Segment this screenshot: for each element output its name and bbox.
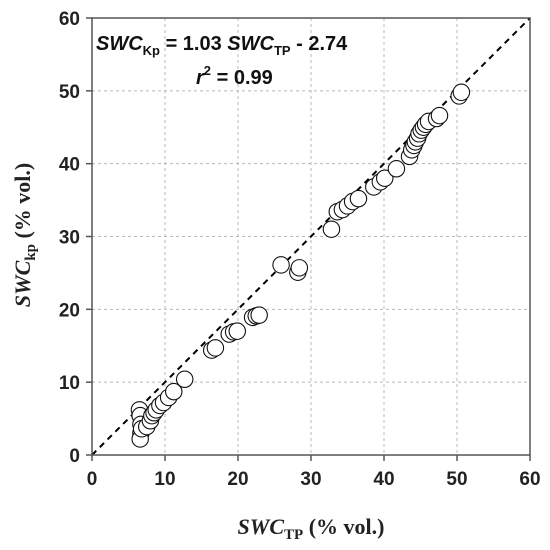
y-tick-label: 30 [59, 228, 80, 249]
data-point [349, 189, 368, 208]
y-axis-title: SWCkp (% vol.) [10, 163, 39, 307]
data-point [228, 322, 247, 340]
y-tick-label: 40 [59, 155, 80, 176]
data-point [250, 306, 268, 324]
data-points [130, 83, 471, 448]
data-point [322, 220, 341, 238]
x-tick-label: 60 [519, 469, 540, 490]
y-tick-label: 10 [59, 373, 80, 394]
y-tick-label: 60 [59, 9, 80, 30]
x-tick-label: 20 [227, 469, 248, 490]
x-tick-label: 40 [373, 469, 394, 490]
data-point [272, 256, 290, 274]
data-point [452, 83, 471, 102]
axis-ticks: 0 10 20 30 40 50 60 0 10 20 30 40 50 60 [59, 9, 541, 490]
data-point [375, 169, 394, 187]
data-point [290, 259, 309, 277]
x-tick-label: 30 [300, 469, 321, 490]
x-tick-label: 10 [154, 469, 175, 490]
data-point [165, 382, 183, 401]
data-point [387, 160, 406, 178]
r-squared-label: r2 = 0.99 [196, 63, 273, 89]
y-tick-label: 50 [59, 82, 80, 103]
y-tick-label: 0 [69, 446, 80, 467]
x-tick-label: 0 [87, 469, 98, 490]
x-axis-title: SWCTP (% vol.) [238, 514, 385, 543]
data-point [175, 370, 194, 389]
data-point [206, 339, 225, 357]
y-tick-label: 20 [59, 300, 80, 321]
regression-equation: SWCKp = 1.03 SWCTP - 2.74 [96, 33, 348, 58]
reference-line-1to1 [91, 17, 531, 456]
data-point [430, 106, 449, 125]
x-tick-label: 50 [446, 469, 467, 490]
